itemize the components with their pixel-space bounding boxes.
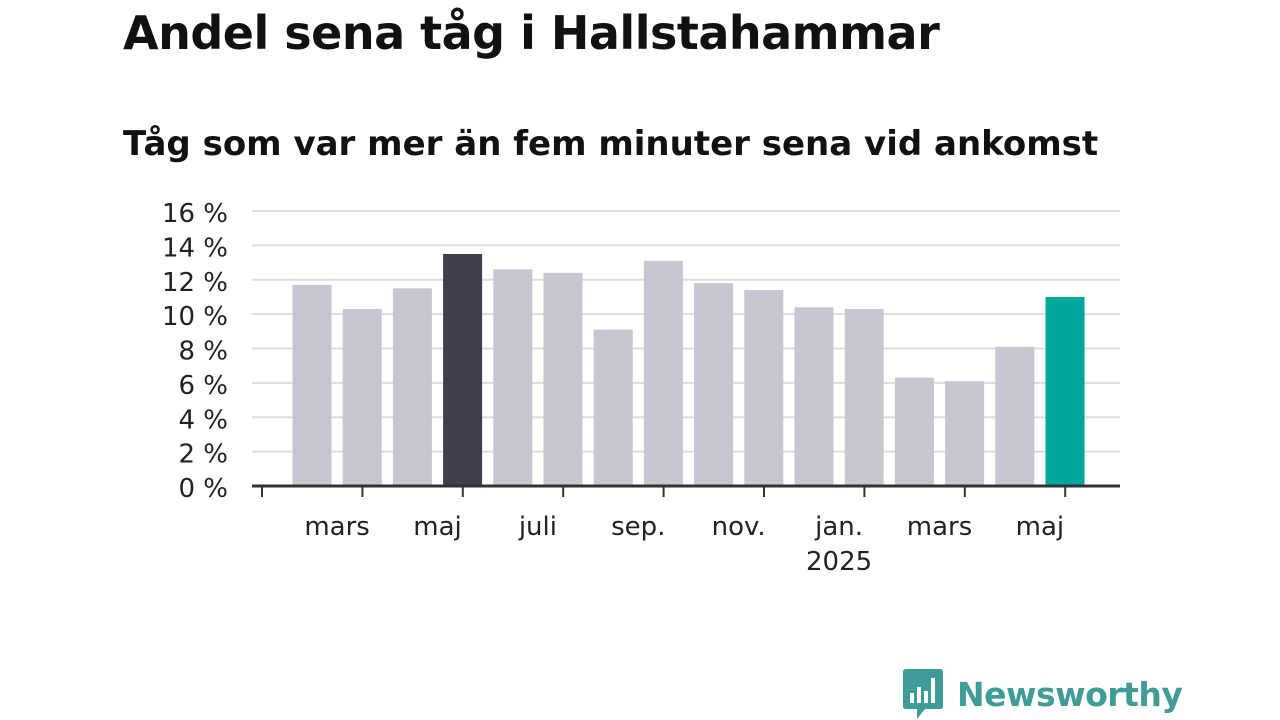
y-tick-label: 4 % xyxy=(178,405,228,435)
chart-title: Andel sena tåg i Hallstahammar xyxy=(123,6,940,60)
bar-2024-12 xyxy=(794,307,834,486)
x-tick-label: mars xyxy=(304,512,370,542)
bar-2024-11 xyxy=(744,290,784,486)
x-tick-label: sep. xyxy=(611,512,665,542)
x-tick-label: maj xyxy=(1016,512,1064,542)
bar-2024-05 xyxy=(443,253,483,486)
bar-2025-02 xyxy=(894,377,934,486)
y-tick-label: 14 % xyxy=(162,233,228,263)
newsworthy-logo-icon xyxy=(903,669,943,719)
bar-2024-08 xyxy=(593,329,633,486)
y-tick-label: 16 % xyxy=(162,199,228,229)
bar-2024-02 xyxy=(292,284,332,486)
bar-2025-05 xyxy=(1045,296,1085,486)
bar-2025-03 xyxy=(945,381,985,486)
chart-subtitle: Tåg som var mer än fem minuter sena vid … xyxy=(123,124,1099,164)
newsworthy-logo-text: Newsworthy xyxy=(957,674,1183,714)
y-tick-label: 0 % xyxy=(178,474,228,504)
bar-2024-04 xyxy=(392,288,432,486)
x-tick-year-label: 2025 xyxy=(806,547,872,577)
y-tick-label: 10 % xyxy=(162,302,228,332)
newsworthy-logo: Newsworthy xyxy=(903,669,1183,719)
bar-2024-10 xyxy=(694,283,734,486)
x-tick-label: nov. xyxy=(712,512,766,542)
y-tick-label: 12 % xyxy=(162,268,228,298)
x-tick-label: maj xyxy=(413,512,461,542)
bar-2024-06 xyxy=(493,269,533,486)
bar-2024-09 xyxy=(643,260,683,486)
bar-2024-07 xyxy=(543,272,583,486)
bar-2024-03 xyxy=(342,308,382,486)
bar-2025-04 xyxy=(995,346,1035,486)
y-tick-label: 8 % xyxy=(178,337,228,367)
y-tick-label: 6 % xyxy=(178,371,228,401)
x-tick-label: jan. xyxy=(814,512,863,542)
x-tick-label: juli xyxy=(518,512,557,542)
bar-2025-01 xyxy=(844,308,884,486)
x-tick-label: mars xyxy=(907,512,973,542)
y-tick-label: 2 % xyxy=(178,440,228,470)
